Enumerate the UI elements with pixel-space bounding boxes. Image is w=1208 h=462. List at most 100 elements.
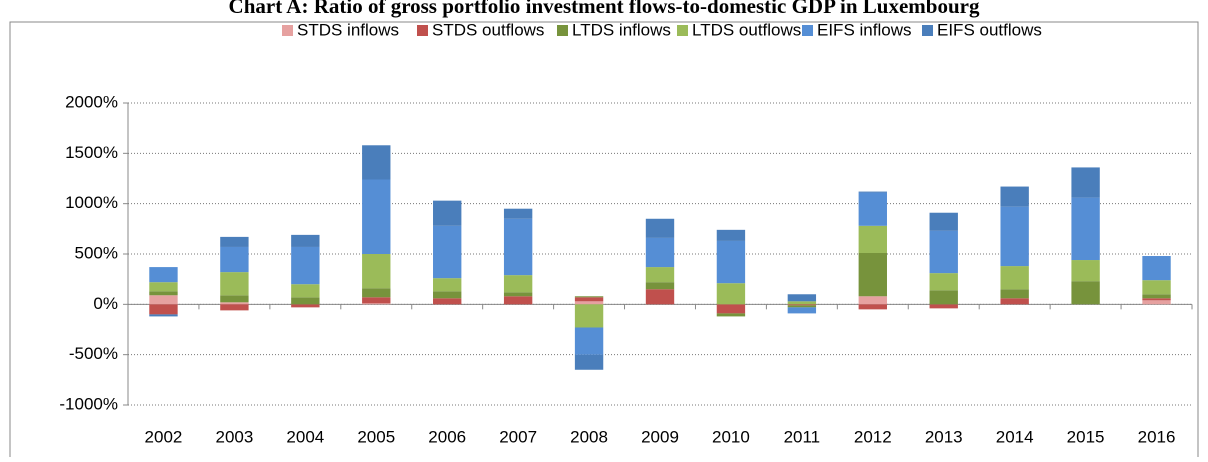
bar-segment [929, 212, 958, 231]
bar-segment [1142, 280, 1171, 295]
x-tick-label: 2004 [286, 427, 324, 446]
bar-segment [149, 267, 178, 283]
x-tick-label: 2008 [570, 427, 608, 446]
bar-segment [362, 303, 391, 305]
y-tick-label: 500% [75, 243, 118, 262]
bar-segment [433, 298, 462, 305]
bar-segment [858, 252, 887, 297]
bar-segment [1142, 256, 1171, 281]
bar-segment [220, 304, 249, 311]
bar-segment [220, 236, 249, 247]
bar-segment [149, 314, 178, 317]
bar-segment [574, 354, 604, 370]
bar-segment [787, 305, 817, 308]
bar-segment [787, 304, 817, 306]
bar-segment [1000, 186, 1029, 207]
bar-segment [645, 267, 675, 283]
bar-segment [149, 295, 178, 305]
bar-segment [433, 225, 462, 279]
chart-frame [9, 21, 1199, 462]
bar-segment [1142, 294, 1171, 299]
bar-segment [220, 272, 249, 296]
bar-segment [645, 282, 675, 290]
bar-segment [433, 200, 462, 226]
y-tick-label: 1500% [65, 143, 118, 162]
bar-segment [645, 289, 675, 305]
y-tick-label: 2000% [65, 92, 118, 111]
bar-segment [503, 275, 533, 293]
bar-segment [1000, 298, 1029, 305]
bar-segment [929, 304, 958, 309]
bar-segment [929, 273, 958, 291]
bar-segment [503, 208, 533, 219]
bar-segment [291, 304, 320, 308]
legend-swatch [677, 25, 688, 36]
x-tick-label: 2007 [499, 427, 537, 446]
y-tick-label: 1000% [65, 193, 118, 212]
x-tick-label: 2006 [428, 427, 466, 446]
bar-segment [503, 218, 533, 276]
bar-segment [433, 291, 462, 299]
legend-swatch [282, 25, 293, 36]
bar-segment [433, 278, 462, 292]
bar-segment [220, 246, 249, 273]
bar-segment [291, 234, 320, 247]
bar-segment [716, 304, 746, 314]
bar-segment [1142, 298, 1171, 301]
bar-segment [858, 304, 887, 310]
bar-segment [929, 290, 958, 305]
x-tick-label: 2002 [145, 427, 183, 446]
bar-segment [220, 302, 249, 305]
bar-segment [1071, 260, 1100, 282]
legend-label: EIFS inflows [817, 20, 911, 39]
bar-segment [1142, 300, 1171, 305]
bar-segment [503, 296, 533, 305]
bar-segment [1071, 281, 1100, 305]
bar-segment [716, 313, 746, 317]
bar-segment [503, 292, 533, 297]
bar-segment [362, 288, 391, 298]
bar-segment [1000, 289, 1029, 299]
bar-segment [362, 145, 391, 180]
bar-segment [858, 191, 887, 193]
bar-segment [1071, 197, 1100, 261]
bar-segment [716, 229, 746, 241]
legend-label: STDS outflows [432, 20, 544, 39]
bar-segment [1000, 206, 1029, 267]
bar-segment [858, 225, 887, 253]
legend-swatch [557, 25, 568, 36]
legend-swatch [417, 25, 428, 36]
legend-label: LTDS inflows [572, 20, 671, 39]
bar-segment [1000, 266, 1029, 290]
x-tick-label: 2016 [1138, 427, 1176, 446]
bar-segment [291, 246, 320, 285]
x-tick-label: 2015 [1067, 427, 1105, 446]
bar-segment [645, 218, 675, 238]
bar-segment [149, 291, 178, 296]
bar-segment [858, 296, 887, 305]
bar-segment [362, 179, 391, 254]
legend-label: EIFS outflows [937, 20, 1042, 39]
x-tick-label: 2005 [357, 427, 395, 446]
bar-segment [149, 282, 178, 292]
bar-segment [716, 283, 746, 305]
y-tick-label: -1000% [59, 394, 118, 413]
x-tick-label: 2009 [641, 427, 679, 446]
bar-segment [574, 304, 604, 328]
bar-segment [291, 284, 320, 298]
bar-segment [149, 304, 178, 315]
legend-swatch [802, 25, 813, 36]
bar-segment [362, 254, 391, 289]
bar-segment [929, 230, 958, 274]
legend-label: LTDS outflows [692, 20, 801, 39]
bar-segment [362, 297, 391, 304]
bar-segment [574, 296, 604, 298]
x-tick-label: 2010 [712, 427, 750, 446]
y-tick-label: -500% [69, 344, 118, 363]
x-tick-label: 2011 [784, 427, 821, 446]
x-tick-label: 2012 [854, 427, 892, 446]
bar-segment [787, 307, 817, 314]
x-tick-label: 2003 [215, 427, 253, 446]
legend-swatch [922, 25, 933, 36]
